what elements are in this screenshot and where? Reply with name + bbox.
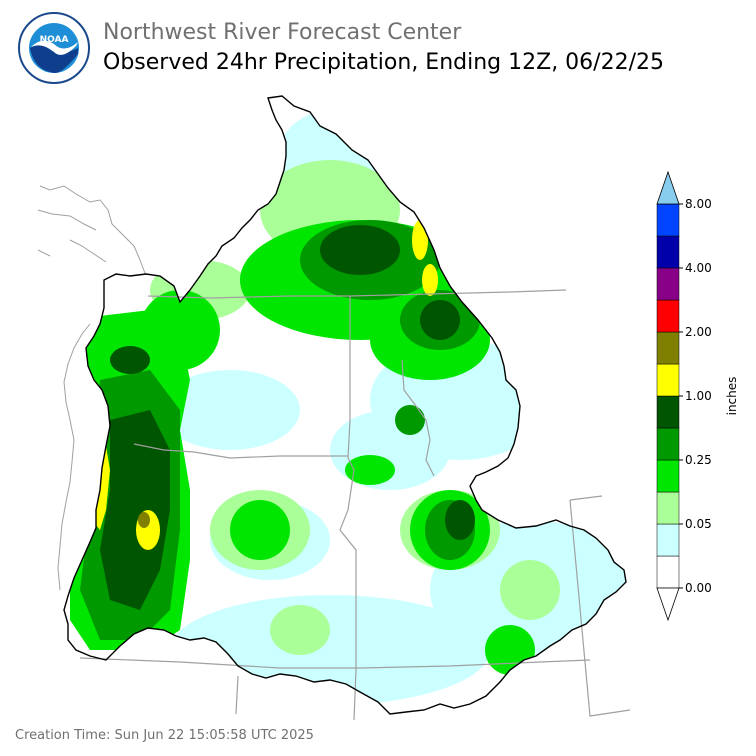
creation-time: Creation Time: Sun Jun 22 15:05:58 UTC 2…	[15, 728, 314, 743]
colorbar-tick-label: 4.00	[685, 261, 712, 275]
precipitation-field	[64, 96, 626, 714]
logo-bird	[31, 40, 78, 55]
colorbar-unit-label: inches	[725, 377, 739, 416]
logo-text: NOAA	[40, 35, 69, 45]
colorbar-ticks: 0.00 0.05 0.25 1.00 2.00 4.00 8.00	[679, 197, 712, 595]
colorbar-bin	[656, 555, 680, 589]
colorbar-bin	[656, 427, 680, 461]
colorbar-bin	[656, 331, 680, 365]
colorbar-bin	[656, 299, 680, 333]
colorbar-tick-label: 0.25	[685, 453, 712, 467]
colorbar-min-extension	[656, 587, 680, 622]
colorbar-bins	[656, 203, 680, 589]
colorbar-bin	[656, 395, 680, 429]
colorbar-max-extension	[656, 170, 680, 205]
precipitation-map	[37, 95, 631, 720]
colorbar-bin	[656, 459, 680, 493]
colorbar: 0.00 0.05 0.25 1.00 2.00 4.00 8.00 inches	[656, 170, 739, 622]
state-lines	[79, 289, 631, 720]
organization-title: Northwest River Forecast Center	[103, 20, 462, 45]
colorbar-tick-label: 1.00	[685, 389, 712, 403]
noaa-logo: NOAA	[18, 12, 90, 84]
colorbar-tick-label: 0.05	[685, 517, 712, 531]
map-title: Observed 24hr Precipitation, Ending 12Z,…	[103, 50, 664, 75]
colorbar-bin	[656, 267, 680, 301]
colorbar-bin	[656, 363, 680, 397]
colorbar-tick-label: 0.00	[685, 581, 712, 595]
colorbar-bin	[656, 203, 680, 237]
colorbar-bin	[656, 235, 680, 269]
colorbar-bin	[656, 523, 680, 557]
colorbar-tick-label: 8.00	[685, 197, 712, 211]
colorbar-tick-label: 2.00	[685, 325, 712, 339]
colorbar-bin	[656, 491, 680, 525]
